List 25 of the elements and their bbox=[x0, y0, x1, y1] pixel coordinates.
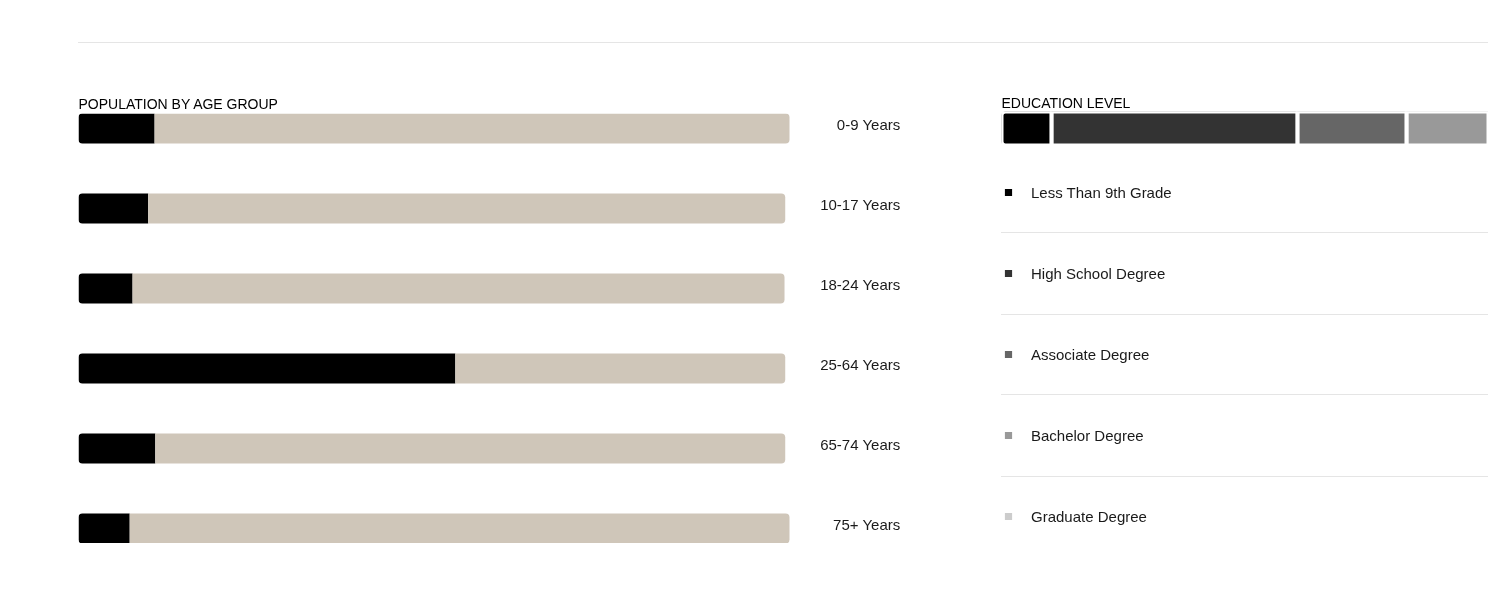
chart-title: EDUCATION LEVEL bbox=[1001, 95, 1131, 111]
legend-label: Bachelor Degree bbox=[1031, 425, 1144, 445]
text: POPULATION BY AGE GROUP bbox=[78, 96, 278, 112]
bar bbox=[132, 273, 785, 304]
legend-label: Associate Degree bbox=[1031, 344, 1150, 364]
bar bbox=[455, 353, 786, 384]
y-tick-label: 75+ Years bbox=[833, 516, 901, 533]
bar bbox=[155, 433, 786, 464]
y-tick-label: 18-24 Years bbox=[820, 276, 901, 293]
bar bbox=[129, 513, 790, 543]
bar bbox=[78, 353, 456, 384]
y-tick-label: 10-17 Years bbox=[820, 196, 901, 213]
bar bbox=[78, 113, 155, 144]
legend-label: Less Than 9th Grade bbox=[1031, 182, 1172, 202]
y-tick-label: 65-74 Years bbox=[820, 436, 901, 453]
bar bbox=[154, 113, 790, 144]
y-tick-label: 25-64 Years bbox=[820, 356, 901, 373]
bar bbox=[78, 433, 156, 464]
legend-label: Graduate Degree bbox=[1031, 506, 1147, 526]
bar bbox=[78, 193, 149, 224]
bar bbox=[78, 513, 130, 543]
bar bbox=[78, 273, 133, 304]
bar bbox=[148, 193, 786, 224]
legend-label: High School Degree bbox=[1031, 263, 1166, 283]
y-tick-label: 0-9 Years bbox=[836, 116, 901, 133]
